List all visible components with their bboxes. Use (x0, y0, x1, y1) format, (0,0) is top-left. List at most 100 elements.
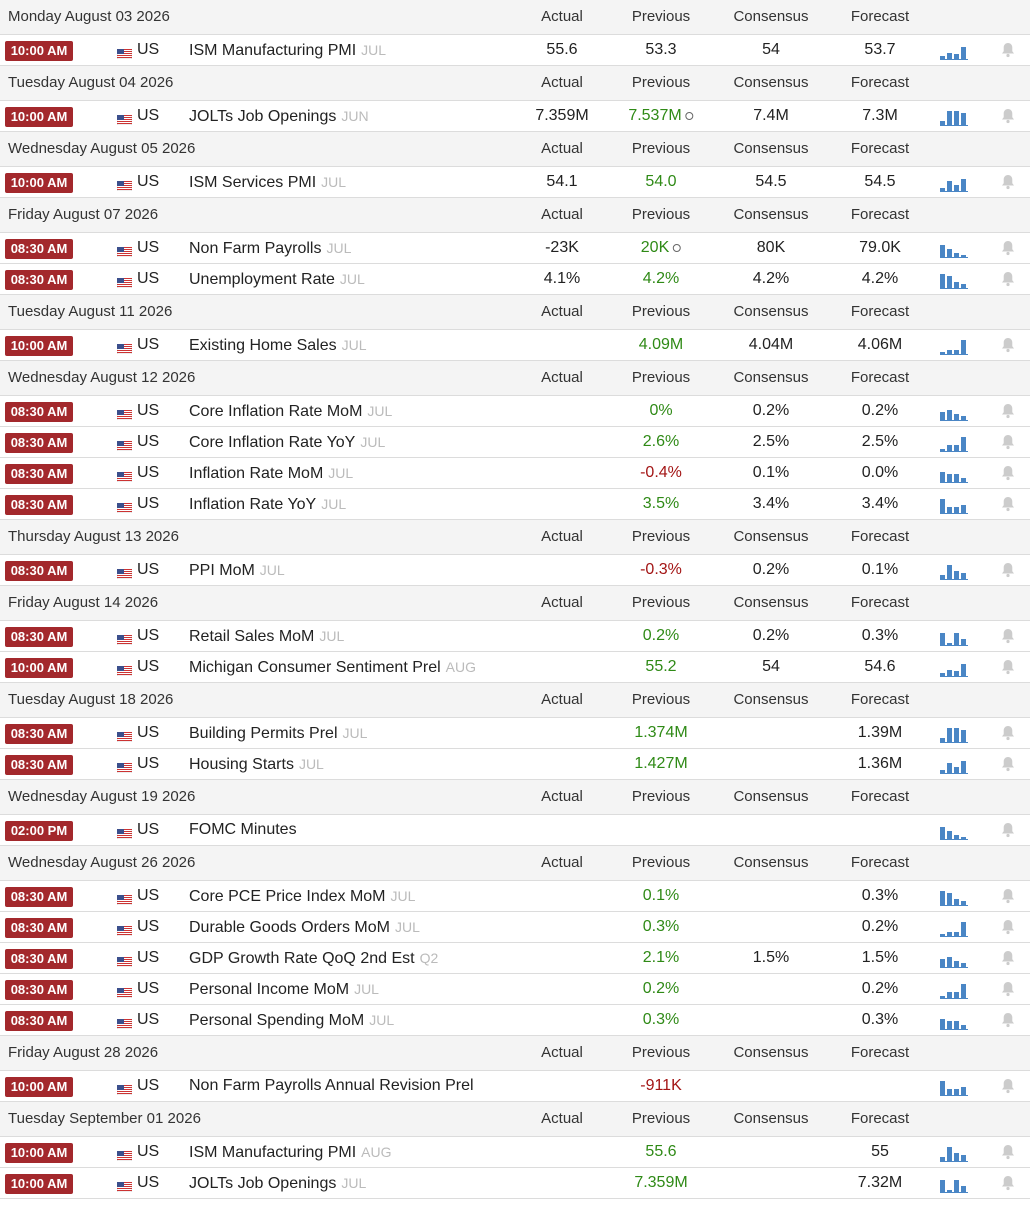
alert-bell[interactable] (1001, 950, 1015, 971)
date-header: Wednesday August 12 2026 Actual Previous Co… (0, 361, 1030, 396)
event-name[interactable]: Core PCE Price Index MoM (189, 888, 386, 905)
event-name[interactable]: JOLTs Job Openings (189, 108, 337, 125)
event-name[interactable]: Core Inflation Rate YoY (189, 434, 356, 451)
event-name[interactable]: Personal Income MoM (189, 981, 350, 998)
alert-bell[interactable] (1001, 756, 1015, 777)
sparkline[interactable] (940, 108, 968, 131)
sparkline[interactable] (940, 888, 968, 911)
sparkline[interactable] (940, 1175, 968, 1198)
forecast-text: 4.2% (861, 270, 899, 287)
event-name[interactable]: JOLTs Job Openings (189, 1175, 337, 1192)
previous-text: 55.6 (645, 1143, 677, 1160)
sparkline[interactable] (940, 659, 968, 682)
event-name[interactable]: ISM Manufacturing PMI (189, 42, 357, 59)
sparkline[interactable] (940, 434, 968, 457)
forecast-value: 54.6 (864, 652, 895, 682)
event-name[interactable]: Housing Starts (189, 756, 294, 773)
alert-bell[interactable] (1001, 1078, 1015, 1099)
event-name[interactable]: Core Inflation Rate MoM (189, 403, 363, 420)
consensus-value: 80K (757, 233, 785, 263)
sparkline[interactable] (940, 1078, 968, 1101)
country: US (137, 724, 160, 741)
alert-bell[interactable] (1001, 562, 1015, 583)
event-name[interactable]: Non Farm Payrolls Annual Revision Prel (189, 1077, 474, 1094)
alert-bell[interactable] (1001, 919, 1015, 940)
forecast-text: 79.0K (859, 239, 901, 256)
alert-bell[interactable] (1001, 822, 1015, 843)
alert-bell[interactable] (1001, 628, 1015, 649)
sparkline[interactable] (940, 756, 968, 779)
event: Unemployment Rate JUL (189, 264, 365, 295)
event-name[interactable]: ISM Services PMI (189, 174, 317, 191)
event-name[interactable]: Personal Spending MoM (189, 1012, 365, 1029)
forecast-value: 1.36M (858, 749, 902, 779)
forecast-text: 54.6 (864, 658, 896, 675)
event: Personal Spending MoM JUL (189, 1005, 394, 1036)
alert-bell[interactable] (1001, 465, 1015, 486)
alert-bell[interactable] (1001, 403, 1015, 424)
event-name[interactable]: Durable Goods Orders MoM (189, 919, 390, 936)
sparkline[interactable] (940, 403, 968, 426)
sparkline[interactable] (940, 981, 968, 1004)
alert-bell[interactable] (1001, 240, 1015, 261)
alert-bell[interactable] (1001, 725, 1015, 746)
sparkline[interactable] (940, 174, 968, 197)
event-name[interactable]: Non Farm Payrolls (189, 240, 322, 257)
actual-value: 7.359M (535, 101, 588, 131)
column-header: Actual (541, 206, 583, 223)
event-name[interactable]: Retail Sales MoM (189, 628, 315, 645)
sparkline[interactable] (940, 337, 968, 360)
alert-bell[interactable] (1001, 174, 1015, 195)
sparkline[interactable] (940, 465, 968, 488)
event-name[interactable]: FOMC Minutes (189, 821, 297, 838)
consensus-text: 7.4M (753, 107, 789, 124)
sparkline[interactable] (940, 950, 968, 973)
event-name[interactable]: Michigan Consumer Sentiment Prel (189, 659, 441, 676)
sparkline[interactable] (940, 496, 968, 519)
alert-bell[interactable] (1001, 1012, 1015, 1033)
country: US (137, 433, 160, 450)
event-name[interactable]: Inflation Rate MoM (189, 465, 324, 482)
sparkline[interactable] (940, 1144, 968, 1167)
alert-bell[interactable] (1001, 659, 1015, 680)
period: JUL (321, 174, 347, 190)
sparkline[interactable] (940, 628, 968, 651)
event-name[interactable]: GDP Growth Rate QoQ 2nd Est (189, 950, 415, 967)
alert-bell[interactable] (1001, 1144, 1015, 1165)
consensus-value: 2.5% (753, 427, 789, 457)
alert-bell[interactable] (1001, 888, 1015, 909)
alert-bell[interactable] (1001, 496, 1015, 517)
event-name[interactable]: Unemployment Rate (189, 271, 335, 288)
alert-bell[interactable] (1001, 1175, 1015, 1196)
column-header: Actual (541, 74, 583, 91)
event-name[interactable]: Existing Home Sales (189, 337, 337, 354)
sparkline[interactable] (940, 919, 968, 942)
sparkline[interactable] (940, 822, 968, 845)
alert-bell[interactable] (1001, 108, 1015, 129)
alert-bell[interactable] (1001, 434, 1015, 455)
country: US (137, 495, 160, 512)
consensus-text: 54 (762, 41, 780, 58)
alert-bell[interactable] (1001, 271, 1015, 292)
alert-bell[interactable] (1001, 42, 1015, 63)
sparkline[interactable] (940, 240, 968, 263)
consensus-value: 7.4M (753, 101, 789, 131)
event-name[interactable]: ISM Manufacturing PMI (189, 1144, 357, 1161)
previous-text: -0.3% (640, 561, 682, 578)
sparkline[interactable] (940, 562, 968, 585)
sparkline[interactable] (940, 42, 968, 65)
period: JUL (321, 496, 347, 512)
event-name[interactable]: PPI MoM (189, 562, 255, 579)
forecast-text: 0.3% (861, 627, 899, 644)
sparkline[interactable] (940, 271, 968, 294)
alert-bell[interactable] (1001, 981, 1015, 1002)
flag-icon (116, 729, 133, 743)
sparkline[interactable] (940, 725, 968, 748)
column-header: Actual (541, 369, 583, 386)
time-badge: 08:30 AM (5, 949, 73, 969)
event-name[interactable]: Inflation Rate YoY (189, 496, 317, 513)
event: PPI MoM JUL (189, 555, 285, 586)
event-name[interactable]: Building Permits Prel (189, 725, 338, 742)
sparkline[interactable] (940, 1012, 968, 1035)
alert-bell[interactable] (1001, 337, 1015, 358)
